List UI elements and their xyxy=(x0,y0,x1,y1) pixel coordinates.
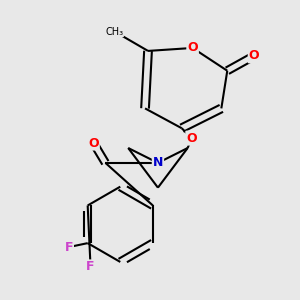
Text: F: F xyxy=(64,241,73,254)
Text: O: O xyxy=(187,41,198,55)
Text: CH₃: CH₃ xyxy=(105,27,123,37)
Text: O: O xyxy=(186,132,197,145)
Text: O: O xyxy=(249,50,259,62)
Text: O: O xyxy=(88,136,99,150)
Text: N: N xyxy=(153,156,163,170)
Text: F: F xyxy=(86,260,95,273)
